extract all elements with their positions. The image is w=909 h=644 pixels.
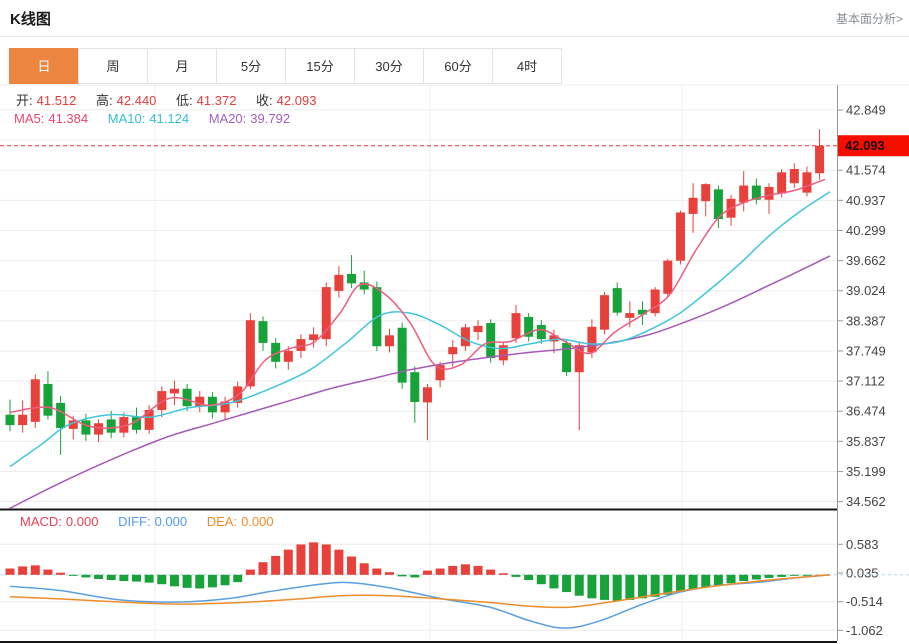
svg-text:42.093: 42.093 bbox=[845, 138, 885, 153]
svg-text:0.583: 0.583 bbox=[846, 537, 879, 552]
fundamental-analysis-link[interactable]: 基本面分析> bbox=[835, 11, 903, 26]
svg-text:39.662: 39.662 bbox=[846, 253, 886, 268]
high-value: 42.440 bbox=[116, 93, 157, 108]
ma-readout: MA5: 41.384 MA10: 41.124 MA20: 39.792 bbox=[14, 111, 290, 126]
period-tabs: 日 周 月 5分 15分 30分 60分 4时 bbox=[9, 48, 562, 84]
svg-text:-1.062: -1.062 bbox=[846, 623, 883, 638]
tab-week[interactable]: 周 bbox=[78, 48, 148, 84]
svg-text:37.112: 37.112 bbox=[846, 374, 885, 389]
ma20-label: MA20: bbox=[208, 111, 247, 126]
macd-label: MACD: bbox=[20, 514, 62, 529]
ma5-value: 41.384 bbox=[48, 111, 89, 126]
tab-month[interactable]: 月 bbox=[147, 48, 217, 84]
tab-day[interactable]: 日 bbox=[9, 48, 79, 84]
page-title: K线图 bbox=[10, 10, 51, 28]
header: K线图 基本面分析> bbox=[0, 0, 909, 37]
svg-text:40.299: 40.299 bbox=[846, 223, 886, 238]
high-label: 高: bbox=[96, 93, 113, 108]
tab-60min[interactable]: 60分 bbox=[423, 48, 493, 84]
svg-text:40.937: 40.937 bbox=[846, 193, 886, 208]
ma10-label: MA10: bbox=[107, 111, 146, 126]
open-value: 41.512 bbox=[36, 93, 77, 108]
svg-text:-0.514: -0.514 bbox=[846, 594, 883, 609]
svg-text:34.562: 34.562 bbox=[846, 494, 886, 509]
svg-text:35.837: 35.837 bbox=[846, 434, 886, 449]
svg-text:42.849: 42.849 bbox=[846, 103, 886, 118]
low-label: 低: bbox=[176, 93, 193, 108]
svg-text:35.199: 35.199 bbox=[846, 464, 886, 479]
macd-value: 0.000 bbox=[65, 514, 99, 529]
svg-text:41.574: 41.574 bbox=[846, 163, 886, 178]
dea-label: DEA: bbox=[206, 514, 238, 529]
tab-15min[interactable]: 15分 bbox=[285, 48, 355, 84]
svg-text:36.474: 36.474 bbox=[846, 404, 886, 419]
svg-text:39.024: 39.024 bbox=[846, 283, 886, 298]
close-value: 42.093 bbox=[276, 93, 317, 108]
svg-text:37.749: 37.749 bbox=[846, 343, 886, 358]
diff-value: 0.000 bbox=[154, 514, 188, 529]
dea-value: 0.000 bbox=[241, 514, 274, 529]
svg-text:38.387: 38.387 bbox=[846, 313, 886, 328]
macd-readout: MACD: 0.000 DIFF: 0.000 DEA: 0.000 bbox=[20, 514, 274, 529]
ma5-label: MA5: bbox=[14, 111, 45, 126]
ma10-value: 41.124 bbox=[149, 111, 190, 126]
ma20-value: 39.792 bbox=[250, 111, 291, 126]
close-label: 收: bbox=[256, 93, 273, 108]
tab-30min[interactable]: 30分 bbox=[354, 48, 424, 84]
tab-4hour[interactable]: 4时 bbox=[492, 48, 562, 84]
ohlc-readout: 开: 41.512 高: 42.440 低: 41.372 收: 42.093 bbox=[16, 90, 316, 109]
diff-label: DIFF: bbox=[118, 514, 151, 529]
tab-5min[interactable]: 5分 bbox=[216, 48, 286, 84]
svg-text:0.035: 0.035 bbox=[846, 565, 879, 580]
low-value: 41.372 bbox=[196, 93, 237, 108]
open-label: 开: bbox=[16, 93, 33, 108]
